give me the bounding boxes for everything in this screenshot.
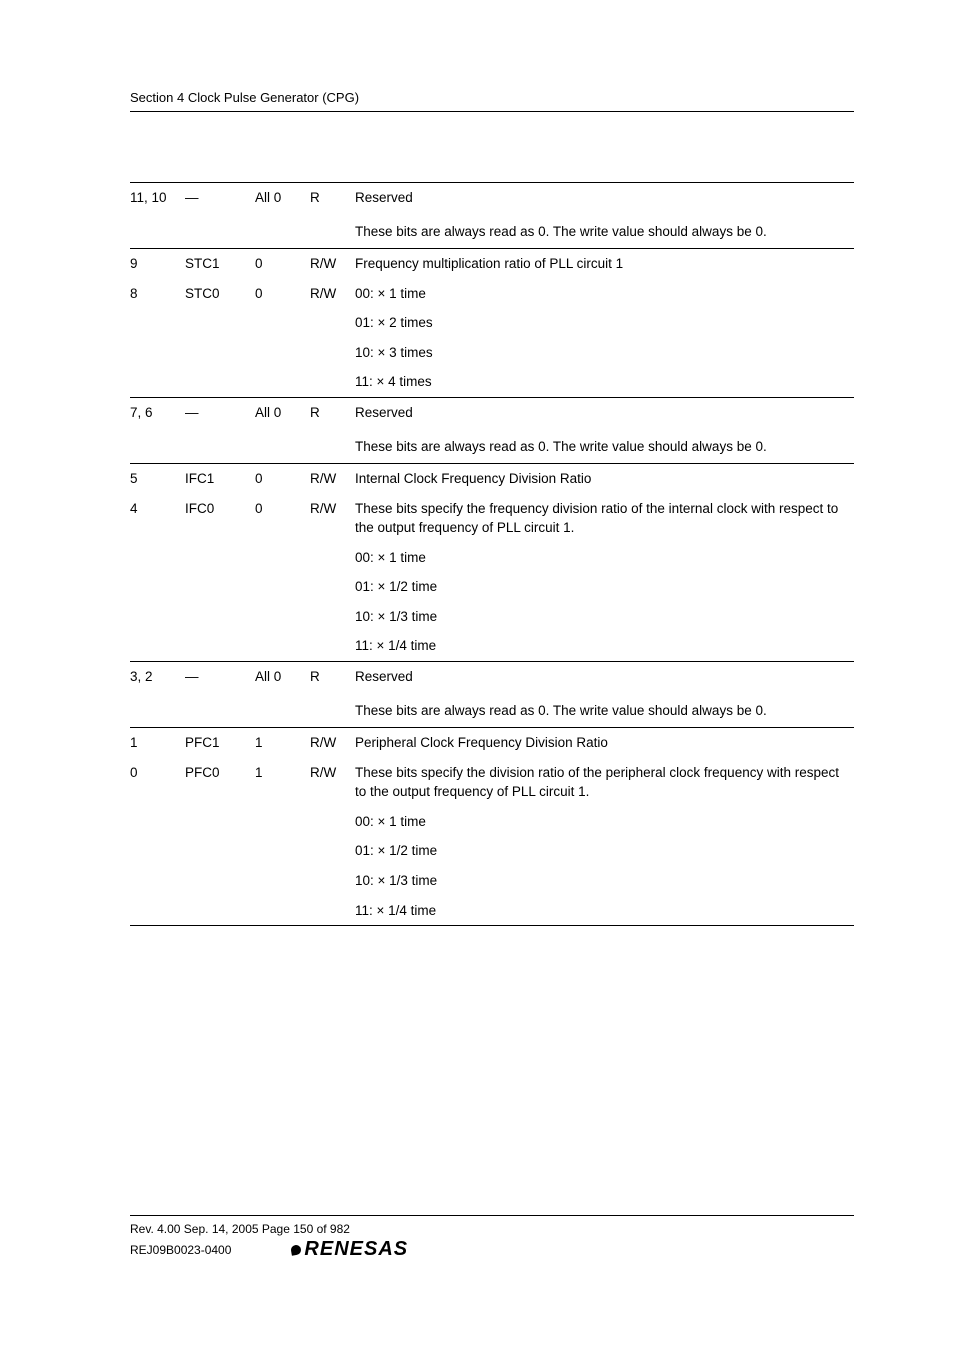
- cell-desc: 10: × 1/3 time: [355, 602, 854, 632]
- page-footer: Rev. 4.00 Sep. 14, 2005 Page 150 of 982 …: [130, 1215, 854, 1261]
- table-row: 00: × 1 time: [130, 807, 854, 837]
- cell-rw: R/W: [310, 249, 355, 279]
- cell-init: 1: [255, 728, 310, 758]
- cell-name: STC0: [185, 279, 255, 309]
- cell-init: 0: [255, 279, 310, 309]
- table-row: 5 IFC1 0 R/W Internal Clock Frequency Di…: [130, 464, 854, 494]
- cell-init: All 0: [255, 397, 310, 427]
- cell-desc: 00: × 1 time: [355, 279, 854, 309]
- table-row: 11: × 4 times: [130, 367, 854, 397]
- cell-bit: 9: [130, 249, 185, 279]
- cell-rw: R/W: [310, 279, 355, 309]
- renesas-logo-text: RENESAS: [304, 1238, 408, 1261]
- cell-desc: These bits are always read as 0. The wri…: [355, 428, 854, 464]
- cell-desc: These bits are always read as 0. The wri…: [355, 692, 854, 728]
- cell-rw: R: [310, 662, 355, 692]
- table-row: 11, 10 — All 0 R Reserved: [130, 183, 854, 213]
- table-row: 01: × 1/2 time: [130, 572, 854, 602]
- cell-desc: Reserved: [355, 397, 854, 427]
- cell-name: PFC1: [185, 728, 255, 758]
- cell-rw: R/W: [310, 758, 355, 807]
- renesas-logo-icon: [291, 1244, 303, 1256]
- table-row: 1 PFC1 1 R/W Peripheral Clock Frequency …: [130, 728, 854, 758]
- table-row: These bits are always read as 0. The wri…: [130, 213, 854, 249]
- cell-bit: 8: [130, 279, 185, 309]
- table-row: 10: × 1/3 time: [130, 866, 854, 896]
- footer-rule: [130, 1215, 854, 1216]
- cell-name: —: [185, 662, 255, 692]
- table-row: These bits are always read as 0. The wri…: [130, 428, 854, 464]
- cell-desc: Internal Clock Frequency Division Ratio: [355, 464, 854, 494]
- table-row: 10: × 1/3 time: [130, 602, 854, 632]
- cell-init: 0: [255, 249, 310, 279]
- table-row: 4 IFC0 0 R/W These bits specify the freq…: [130, 494, 854, 543]
- cell-init: All 0: [255, 662, 310, 692]
- register-table: 11, 10 — All 0 R Reserved These bits are…: [130, 182, 854, 926]
- cell-desc: 11: × 1/4 time: [355, 896, 854, 926]
- cell-desc: 10: × 1/3 time: [355, 866, 854, 896]
- table-row: 11: × 1/4 time: [130, 896, 854, 926]
- cell-name: —: [185, 183, 255, 213]
- cell-bit: 11, 10: [130, 183, 185, 213]
- cell-desc: 01: × 1/2 time: [355, 836, 854, 866]
- table-row: 01: × 1/2 time: [130, 836, 854, 866]
- table-row: These bits are always read as 0. The wri…: [130, 692, 854, 728]
- cell-name: IFC1: [185, 464, 255, 494]
- cell-rw: R: [310, 397, 355, 427]
- cell-desc: 00: × 1 time: [355, 807, 854, 837]
- table-row: 00: × 1 time: [130, 543, 854, 573]
- table-row: 11: × 1/4 time: [130, 631, 854, 661]
- renesas-logo: RENESAS: [291, 1238, 408, 1261]
- table-bottom-rule: [130, 926, 854, 927]
- cell-rw: R/W: [310, 728, 355, 758]
- cell-desc: 11: × 1/4 time: [355, 631, 854, 661]
- cell-desc: These bits specify the division ratio of…: [355, 758, 854, 807]
- cell-bit: 3, 2: [130, 662, 185, 692]
- cell-bit: 7, 6: [130, 397, 185, 427]
- cell-desc: Reserved: [355, 662, 854, 692]
- cell-bit: 4: [130, 494, 185, 543]
- cell-rw: R: [310, 183, 355, 213]
- table-row: 7, 6 — All 0 R Reserved: [130, 397, 854, 427]
- cell-rw: R/W: [310, 464, 355, 494]
- table-row: 8 STC0 0 R/W 00: × 1 time: [130, 279, 854, 309]
- cell-name: —: [185, 397, 255, 427]
- cell-name: IFC0: [185, 494, 255, 543]
- cell-init: All 0: [255, 183, 310, 213]
- table-row: 0 PFC0 1 R/W These bits specify the divi…: [130, 758, 854, 807]
- cell-rw: R/W: [310, 494, 355, 543]
- cell-desc: Frequency multiplication ratio of PLL ci…: [355, 249, 854, 279]
- footer-rev-line: Rev. 4.00 Sep. 14, 2005 Page 150 of 982: [130, 1222, 854, 1236]
- footer-doc-id: REJ09B0023-0400: [130, 1243, 231, 1257]
- cell-desc: 01: × 1/2 time: [355, 572, 854, 602]
- table-row: 10: × 3 times: [130, 338, 854, 368]
- table-row: 3, 2 — All 0 R Reserved: [130, 662, 854, 692]
- table-row: 9 STC1 0 R/W Frequency multiplication ra…: [130, 249, 854, 279]
- cell-desc: These bits are always read as 0. The wri…: [355, 213, 854, 249]
- cell-name: PFC0: [185, 758, 255, 807]
- cell-name: STC1: [185, 249, 255, 279]
- cell-bit: 5: [130, 464, 185, 494]
- cell-desc: Peripheral Clock Frequency Division Rati…: [355, 728, 854, 758]
- section-rule: [130, 111, 854, 112]
- cell-desc: Reserved: [355, 183, 854, 213]
- cell-bit: 1: [130, 728, 185, 758]
- section-header: Section 4 Clock Pulse Generator (CPG): [130, 90, 854, 105]
- cell-desc: 00: × 1 time: [355, 543, 854, 573]
- page: Section 4 Clock Pulse Generator (CPG) 11…: [0, 0, 954, 1351]
- cell-init: 0: [255, 494, 310, 543]
- cell-init: 0: [255, 464, 310, 494]
- table-row: 01: × 2 times: [130, 308, 854, 338]
- cell-bit: 0: [130, 758, 185, 807]
- cell-init: 1: [255, 758, 310, 807]
- cell-desc: These bits specify the frequency divisio…: [355, 494, 854, 543]
- cell-desc: 11: × 4 times: [355, 367, 854, 397]
- cell-desc: 01: × 2 times: [355, 308, 854, 338]
- cell-desc: 10: × 3 times: [355, 338, 854, 368]
